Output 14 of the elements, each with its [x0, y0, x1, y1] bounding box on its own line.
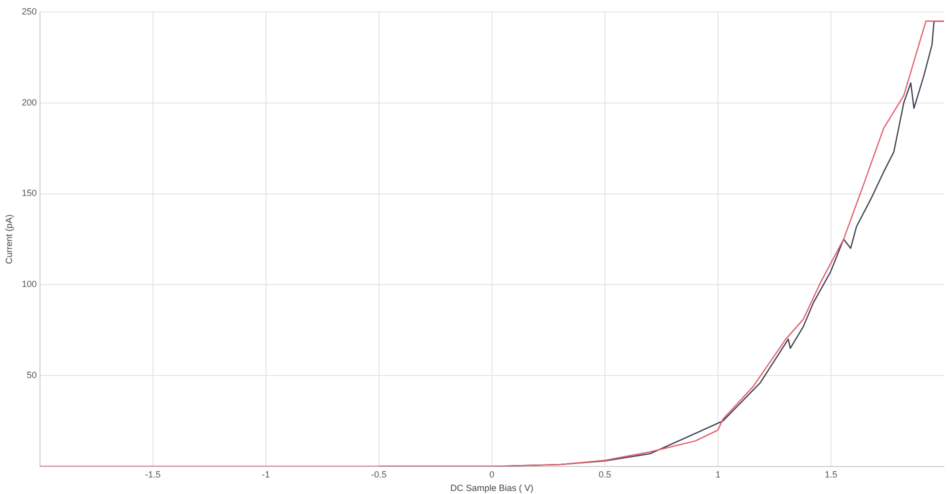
x-tick-label: -1.5: [145, 469, 161, 480]
y-tick-label: 200: [22, 97, 37, 108]
x-tick-label: -0.5: [371, 469, 387, 480]
x-axis-title: DC Sample Bias ( V): [450, 483, 534, 494]
x-tick-label: 1: [715, 469, 720, 480]
x-tick-label: 0: [489, 469, 494, 480]
y-tick-label: 50: [26, 370, 37, 380]
y-tick-label: 250: [22, 6, 37, 16]
y-axis-title: Current (pA): [4, 214, 14, 264]
y-tick-label: 150: [22, 188, 37, 198]
y-tick-label: 100: [22, 279, 37, 290]
x-tick-label: 0.5: [598, 469, 612, 480]
x-tick-label: 1.5: [824, 469, 838, 480]
x-tick-label: -1: [262, 469, 270, 480]
